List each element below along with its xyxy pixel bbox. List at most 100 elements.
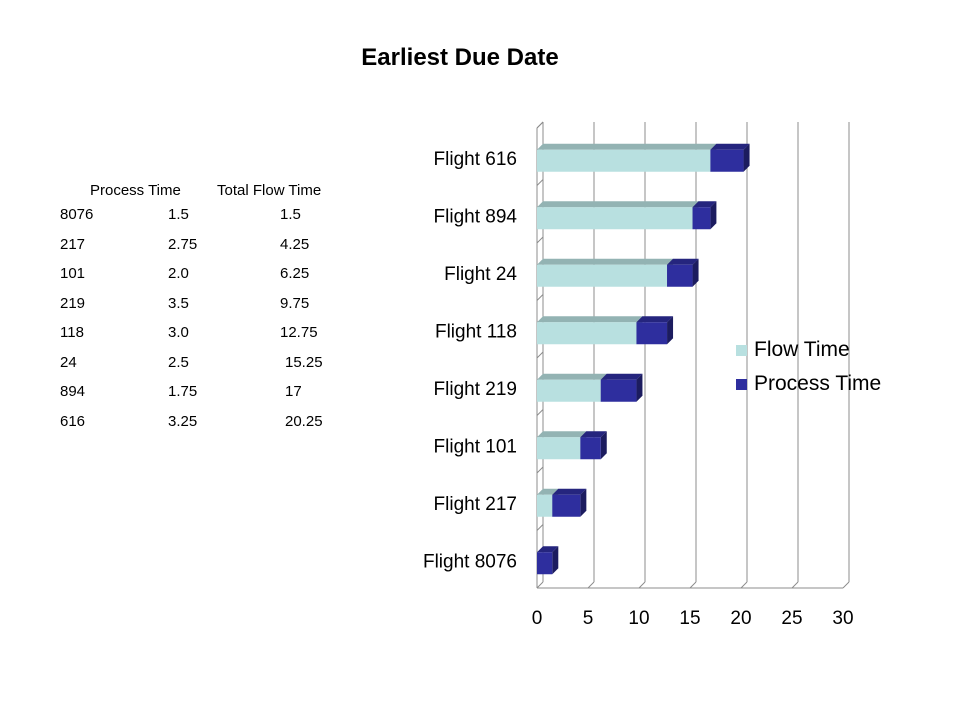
bar [537, 494, 553, 517]
bar-side [600, 431, 607, 460]
bar-top [537, 316, 643, 323]
bar [552, 494, 581, 517]
x-tick-label: 5 [583, 608, 594, 629]
cell-flow-time: 9.75 [280, 294, 310, 312]
cell-flow-time: 4.25 [280, 235, 310, 253]
bar [537, 437, 581, 460]
wall-grid-line [536, 524, 544, 531]
cell-process-time: 3.5 [168, 294, 189, 312]
bar [537, 322, 637, 345]
bar [667, 264, 693, 287]
floor-line [638, 581, 646, 589]
cell-flight: 894 [60, 383, 86, 400]
bar-top [537, 373, 607, 380]
category-label: Flight 118 [435, 321, 517, 342]
bar-side [552, 546, 559, 575]
cell-process-time: 3.25 [168, 412, 198, 430]
cell-flight: 219 [60, 294, 86, 312]
bar-top [667, 258, 699, 265]
floor-line [740, 581, 748, 589]
legend-swatch [736, 345, 747, 356]
x-tick-label: 0 [532, 608, 543, 629]
floor-line [536, 581, 544, 589]
bar-side [580, 488, 587, 517]
header-total-flow-time: Total Flow Time [217, 182, 322, 199]
cell-flight: 8076 [60, 206, 94, 223]
bar-top [600, 373, 643, 380]
cell-process-time: 3.0 [168, 324, 189, 341]
wall-grid-line [536, 409, 544, 416]
wall-grid-line [536, 294, 544, 301]
header-process-time: Process Time [90, 182, 181, 199]
bar-top [552, 488, 587, 495]
wall-grid-line [536, 351, 544, 359]
cell-process-time: 2.75 [168, 235, 198, 253]
category-label: Flight 101 [434, 436, 517, 457]
cell-flow-time: 20.25 [285, 412, 323, 430]
cell-flight: 101 [60, 265, 86, 282]
category-label: Flight 217 [434, 494, 517, 515]
bar [537, 379, 601, 402]
bar-top [537, 143, 717, 150]
bar [537, 264, 668, 287]
legend-label: Flow Time [754, 338, 850, 361]
chart-title: Earliest Due Date [361, 44, 559, 71]
wall-grid-line [536, 466, 544, 474]
cell-flight: 616 [60, 412, 86, 430]
bar-top [636, 316, 674, 323]
category-label: Flight 219 [434, 379, 517, 400]
bar-side [692, 258, 699, 287]
cell-process-time: 1.5 [168, 206, 189, 223]
category-label: Flight 616 [434, 149, 517, 170]
legend-label: Process Time [754, 372, 881, 395]
bar-top [537, 431, 587, 438]
x-tick-label: 10 [628, 608, 649, 629]
wall-grid-line [536, 179, 544, 186]
bar [580, 437, 601, 460]
bar-top [537, 258, 674, 265]
category-label: Flight 894 [434, 206, 518, 227]
cell-flow-time: 1.5 [280, 206, 301, 223]
floor-line [587, 581, 595, 589]
cell-flow-time: 17 [285, 383, 302, 400]
bar-side [710, 201, 717, 230]
x-tick-label: 20 [730, 608, 751, 629]
cell-flight: 118 [60, 324, 84, 341]
bar-top [537, 201, 699, 208]
bar [537, 149, 711, 172]
bar-side [667, 316, 674, 345]
bar [537, 207, 693, 230]
bar [692, 207, 711, 230]
bar-side [636, 373, 643, 402]
floor-line [689, 581, 697, 589]
x-tick-label: 30 [832, 608, 853, 629]
floor-line [842, 581, 850, 589]
cell-flow-time: 12.75 [280, 324, 318, 341]
cell-process-time: 2.5 [168, 353, 189, 371]
bar [636, 322, 668, 345]
category-label: Flight 24 [444, 264, 517, 285]
cell-process-time: 1.75 [168, 383, 198, 400]
x-tick-label: 25 [781, 608, 802, 629]
cell-flow-time: 6.25 [280, 265, 310, 282]
bar-top [537, 488, 559, 495]
x-tick-label: 15 [679, 608, 700, 629]
bar-top [692, 201, 717, 208]
wall-grid-line [536, 236, 544, 244]
category-label: Flight 8076 [423, 551, 517, 572]
bar-top [580, 431, 607, 438]
cell-flight: 24 [60, 353, 77, 371]
bar-top [710, 143, 750, 150]
bar-side [743, 143, 750, 172]
wall-grid-line [536, 121, 544, 129]
legend-swatch [736, 379, 747, 390]
cell-flight: 217 [60, 235, 86, 253]
bar-top [537, 546, 559, 553]
cell-flow-time: 15.25 [285, 353, 323, 371]
bar [710, 149, 744, 172]
floor-line [791, 581, 799, 589]
bar [537, 552, 553, 575]
cell-process-time: 2.0 [168, 265, 189, 282]
bar [600, 379, 637, 402]
